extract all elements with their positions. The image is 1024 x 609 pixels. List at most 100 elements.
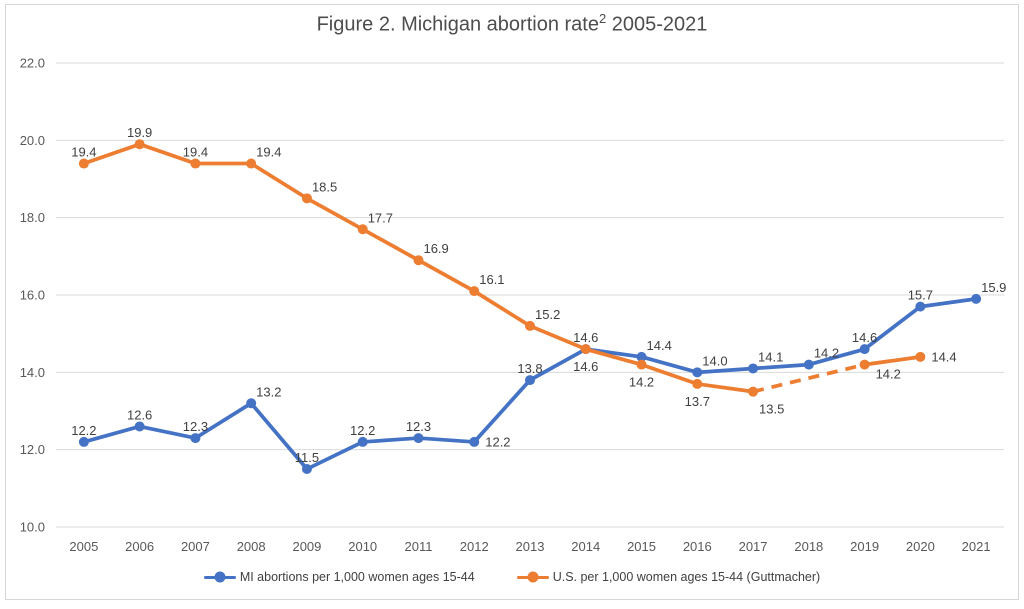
axis-labels: 10.0 12.0 14.0 16.0 18.0 20.0 22.0 2005 2006 2007… xyxy=(20,56,991,555)
data-point-marker-us xyxy=(692,378,703,389)
legend-label-us: U.S. per 1,000 women ages 15-44 (Guttmac… xyxy=(552,570,821,584)
data-label-mi: 15.7 xyxy=(908,288,933,303)
data-label-mi: 15.9 xyxy=(981,280,1006,295)
data-point-marker-mi xyxy=(246,398,257,409)
data-label-us: 14.2 xyxy=(629,375,654,390)
legend-item-mi: MI abortions per 1,000 women ages 15-44 xyxy=(203,570,475,584)
x-tick-label: 2014 xyxy=(571,539,600,554)
series-line-us xyxy=(82,142,755,394)
y-tick-label: 10.0 xyxy=(20,520,45,535)
legend: MI abortions per 1,000 women ages 15-44 … xyxy=(0,570,1024,584)
data-label-mi: 12.2 xyxy=(71,423,96,438)
x-tick-label: 2013 xyxy=(516,539,545,554)
chart-title-text: Figure 2. Michigan abortion rate xyxy=(316,13,599,36)
data-label-mi: 14.6 xyxy=(852,330,877,345)
data-label-us: 19.4 xyxy=(71,145,96,160)
data-label-mi: 13.2 xyxy=(256,384,281,399)
data-point-marker-us xyxy=(859,359,870,370)
data-point-marker-us xyxy=(190,158,201,169)
orange-line-marker-icon xyxy=(516,571,549,583)
data-point-marker-mi xyxy=(357,436,368,447)
data-point-marker-us xyxy=(301,193,312,204)
data-point-marker-mi xyxy=(915,301,926,312)
x-tick-label: 2019 xyxy=(850,539,879,554)
x-tick-label: 2018 xyxy=(794,539,823,554)
x-tick-label: 2015 xyxy=(627,539,656,554)
legend-label-mi: MI abortions per 1,000 women ages 15-44 xyxy=(239,570,475,584)
data-label-us: 17.7 xyxy=(368,210,393,225)
chart-title: Figure 2. Michigan abortion rate2 2005-2… xyxy=(0,11,1024,37)
y-tick-label: 18.0 xyxy=(20,210,45,225)
data-label-mi: 14.6 xyxy=(573,359,598,374)
data-label-mi: 12.3 xyxy=(183,419,208,434)
data-point-marker-mi xyxy=(469,436,480,447)
data-label-us: 13.7 xyxy=(685,394,710,409)
data-label-us: 16.1 xyxy=(479,272,504,287)
data-label-mi: 14.0 xyxy=(702,353,727,368)
y-tick-label: 22.0 xyxy=(20,56,45,71)
data-labels: 12.2 12.6 12.3 13.2 11.5 12.2 12.3 12.2 13.8 14.6… xyxy=(71,125,1006,465)
data-label-mi: 11.5 xyxy=(295,450,319,465)
y-tick-label: 12.0 xyxy=(20,442,45,457)
x-tick-label: 2021 xyxy=(962,539,991,554)
data-point-marker-mi xyxy=(803,359,814,370)
x-tick-label: 2008 xyxy=(237,539,266,554)
data-point-marker-mi xyxy=(971,293,982,304)
data-point-marker-mi xyxy=(301,464,312,474)
data-point-marker-us xyxy=(134,139,145,150)
y-tick-label: 14.0 xyxy=(20,365,45,380)
data-point-marker-us xyxy=(357,224,368,235)
data-point-marker-mi xyxy=(636,351,647,362)
x-tick-label: 2012 xyxy=(460,539,489,554)
data-label-mi: 12.2 xyxy=(350,423,375,438)
data-label-us: 19.9 xyxy=(127,125,152,140)
data-point-marker-us xyxy=(469,286,480,297)
data-point-marker-us xyxy=(915,351,926,362)
data-point-marker-mi xyxy=(692,367,703,378)
series-line-us xyxy=(862,354,923,367)
series-line-us-dashed xyxy=(752,362,866,394)
x-tick-label: 2017 xyxy=(739,539,768,554)
data-point-marker-mi xyxy=(859,344,870,355)
data-point-marker-us xyxy=(525,320,535,331)
data-point-marker-us xyxy=(580,344,591,355)
data-label-us: 13.5 xyxy=(759,402,784,417)
data-point-marker-mi xyxy=(413,433,424,444)
x-tick-label: 2011 xyxy=(404,539,432,554)
legend-item-us: U.S. per 1,000 women ages 15-44 (Guttmac… xyxy=(516,570,821,584)
data-label-us: 14.4 xyxy=(931,349,956,364)
data-label-mi: 12.2 xyxy=(485,434,510,449)
data-label-mi: 12.3 xyxy=(406,419,431,434)
x-tick-label: 2006 xyxy=(125,539,154,554)
x-tick-label: 2010 xyxy=(348,539,377,554)
data-point-marker-us xyxy=(246,158,257,169)
data-label-us: 14.6 xyxy=(573,330,598,345)
data-label-us: 18.5 xyxy=(312,179,337,194)
data-label-mi: 14.2 xyxy=(814,346,839,361)
data-label-us: 14.2 xyxy=(876,367,901,382)
blue-line-marker-icon xyxy=(203,571,236,583)
data-label-us: 16.9 xyxy=(423,241,448,256)
chart-title-superscript: 2 xyxy=(598,11,607,26)
data-label-mi: 13.8 xyxy=(517,361,542,376)
data-label-mi: 14.4 xyxy=(647,338,672,353)
x-tick-label: 2016 xyxy=(683,539,712,554)
data-label-us: 19.4 xyxy=(183,145,208,160)
y-tick-label: 20.0 xyxy=(20,133,45,148)
x-tick-label: 2020 xyxy=(906,539,935,554)
x-tick-label: 2007 xyxy=(181,539,210,554)
data-label-us: 15.2 xyxy=(535,307,560,322)
data-point-marker-us xyxy=(636,359,647,370)
data-label-us: 19.4 xyxy=(256,145,281,160)
data-point-marker-mi xyxy=(134,421,145,432)
y-tick-label: 16.0 xyxy=(20,288,45,303)
data-point-marker-mi xyxy=(525,375,535,386)
data-label-mi: 14.1 xyxy=(758,349,783,364)
data-point-marker-us xyxy=(748,386,759,397)
x-tick-label: 2005 xyxy=(69,539,98,554)
data-point-marker-mi xyxy=(748,363,759,374)
data-point-marker-mi xyxy=(78,436,89,447)
data-point-marker-mi xyxy=(190,433,201,444)
data-point-marker-us xyxy=(413,255,424,266)
